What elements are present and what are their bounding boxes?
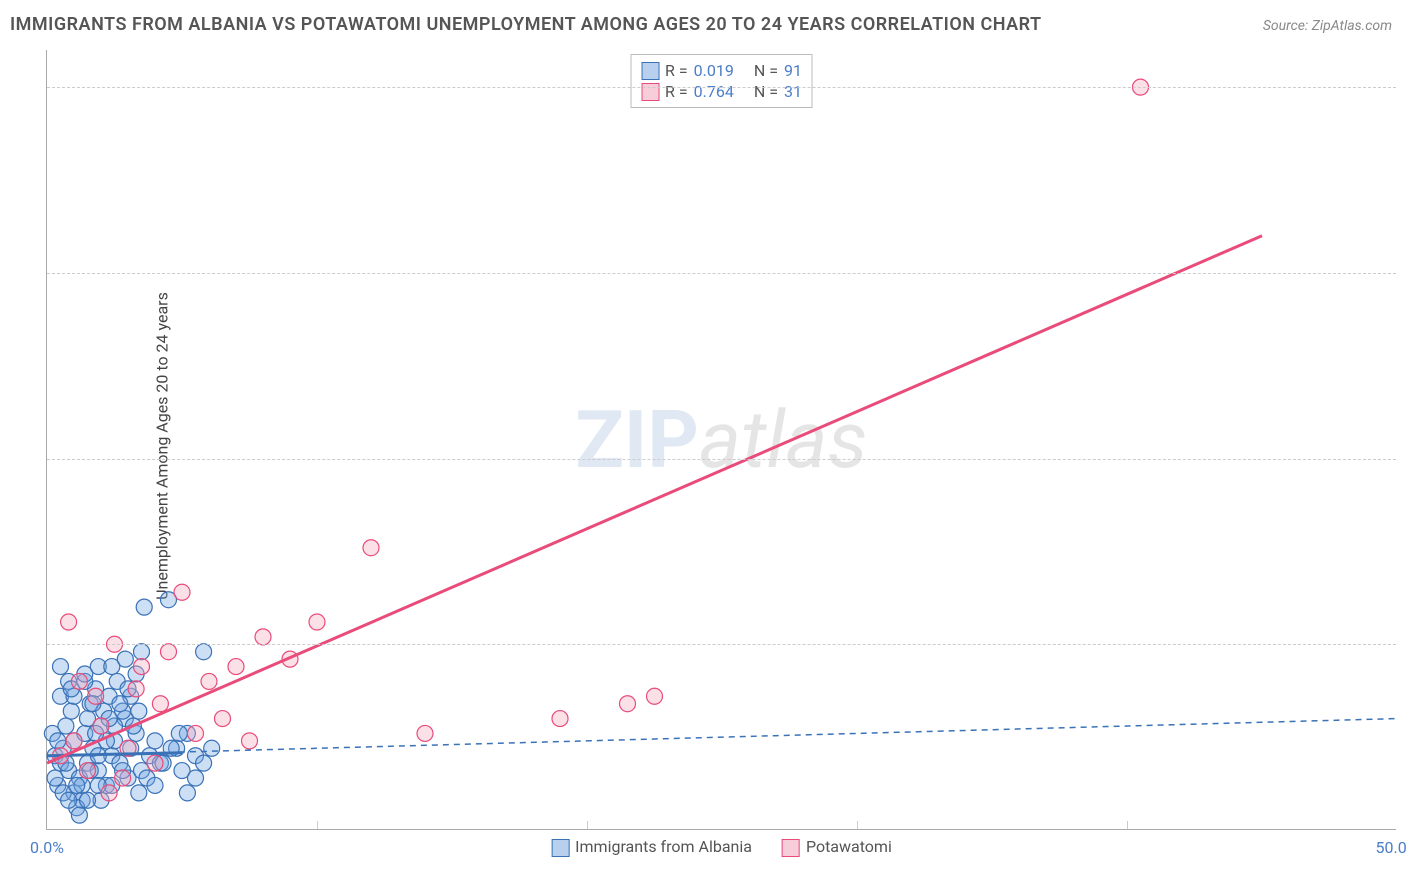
data-point (147, 733, 163, 749)
data-point (201, 673, 217, 689)
data-point (242, 733, 258, 749)
scatter-plot: ZIPatlas R = 0.019N = 91R = 0.764N = 31 … (46, 50, 1396, 830)
x-tick-label: 0.0% (30, 838, 64, 857)
legend-row: R = 0.019 N = 91 (641, 61, 802, 80)
chart-title: IMMIGRANTS FROM ALBANIA VS POTAWATOMI UN… (10, 14, 1042, 35)
data-point (647, 688, 663, 704)
data-point (50, 733, 66, 749)
data-point (174, 584, 190, 600)
data-point (417, 725, 433, 741)
legend-n-value: 91 (784, 61, 802, 80)
legend-label: Potawatomi (806, 837, 892, 856)
data-point (134, 659, 150, 675)
data-point (101, 785, 117, 801)
data-point (112, 696, 128, 712)
data-point (171, 725, 187, 741)
x-tick-mark (317, 821, 318, 829)
plot-svg (47, 50, 1396, 829)
data-point (61, 792, 77, 808)
data-point (71, 673, 87, 689)
data-point (136, 599, 152, 615)
legend-item: Potawatomi (782, 837, 892, 857)
data-point (47, 770, 63, 786)
legend-r-label: R = (665, 61, 688, 80)
data-point (363, 540, 379, 556)
legend-swatch (641, 62, 659, 80)
legend-n-label: N = (754, 82, 778, 101)
data-point (134, 644, 150, 660)
data-point (117, 651, 133, 667)
trend-line (47, 236, 1262, 763)
legend-r-label: R = (665, 82, 688, 101)
gridline-h (47, 459, 1396, 460)
gridline-h (47, 273, 1396, 274)
data-point (179, 785, 195, 801)
data-point (152, 696, 168, 712)
data-point (196, 755, 212, 771)
legend-item: Immigrants from Albania (551, 837, 752, 857)
legend-row: R = 0.764 N = 31 (641, 82, 802, 101)
legend-swatch (641, 83, 659, 101)
data-point (63, 703, 79, 719)
data-point (188, 725, 204, 741)
data-point (69, 777, 85, 793)
legend-n-value: 31 (784, 82, 802, 101)
data-point (196, 644, 212, 660)
data-point (620, 696, 636, 712)
data-point (228, 659, 244, 675)
data-point (215, 711, 231, 727)
legend-r-value: 0.019 (694, 61, 734, 80)
legend-r-value: 0.764 (694, 82, 734, 101)
data-point (61, 614, 77, 630)
x-tick-mark (857, 821, 858, 829)
data-point (53, 659, 69, 675)
legend-label: Immigrants from Albania (575, 837, 752, 856)
correlation-legend: R = 0.019 N = 91 R = 0.764 N = 31 (630, 54, 813, 108)
data-point (66, 733, 82, 749)
data-point (131, 785, 147, 801)
data-point (552, 711, 568, 727)
data-point (161, 644, 177, 660)
data-point (147, 755, 163, 771)
data-point (131, 703, 147, 719)
data-point (80, 792, 96, 808)
data-point (128, 681, 144, 697)
legend-n-label: N = (754, 61, 778, 80)
data-point (80, 763, 96, 779)
data-point (204, 740, 220, 756)
data-point (309, 614, 325, 630)
x-tick-label: 50.0% (1376, 838, 1406, 857)
legend-swatch (782, 839, 800, 857)
gridline-h (47, 87, 1396, 88)
gridline-h (47, 644, 1396, 645)
x-tick-mark (1127, 821, 1128, 829)
x-tick-mark (587, 821, 588, 829)
series-legend: Immigrants from Albania Potawatomi (541, 837, 902, 857)
data-point (71, 807, 87, 823)
data-point (255, 629, 271, 645)
data-point (147, 777, 163, 793)
legend-swatch (551, 839, 569, 857)
data-point (88, 688, 104, 704)
data-point (93, 718, 109, 734)
source-attribution: Source: ZipAtlas.com (1263, 18, 1392, 34)
data-point (188, 770, 204, 786)
data-point (115, 770, 131, 786)
